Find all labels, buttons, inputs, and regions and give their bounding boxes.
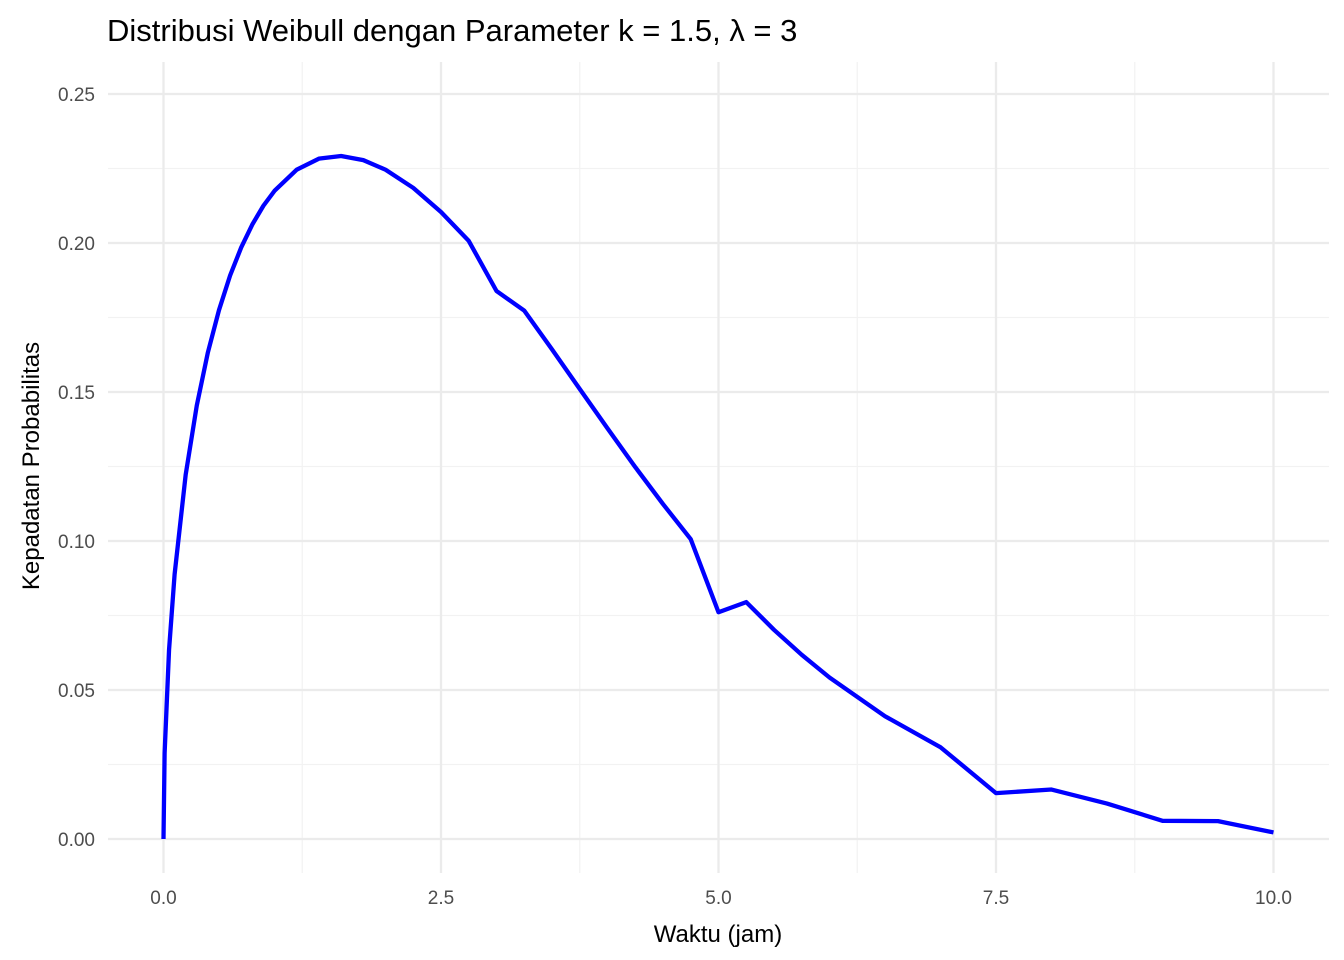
- y-tick-label: 0.20: [58, 234, 95, 255]
- y-axis-tick-labels: 0.00 0.05 0.10 0.15 0.20 0.25: [58, 85, 95, 851]
- x-axis-tick-labels: 0.0 2.5 5.0 7.5 10.0: [150, 888, 1292, 909]
- y-tick-label: 0.00: [58, 830, 95, 851]
- x-axis-title: Waktu (jam): [654, 921, 782, 948]
- density-curve: [161, 153, 1274, 840]
- x-tick-label: 2.5: [428, 888, 454, 909]
- y-tick-label: 0.05: [58, 681, 95, 702]
- x-tick-label: 5.0: [705, 888, 731, 909]
- x-tick-label: 10.0: [1255, 888, 1292, 909]
- x-tick-label: 7.5: [983, 888, 1009, 909]
- major-gridlines: [108, 62, 1329, 873]
- chart-title: Distribusi Weibull dengan Parameter k = …: [107, 13, 797, 48]
- y-axis-title: Kepadatan Probabilitas: [18, 342, 45, 590]
- y-tick-label: 0.10: [58, 532, 95, 553]
- y-tick-label: 0.25: [58, 85, 95, 106]
- y-tick-label: 0.15: [58, 383, 95, 404]
- x-tick-label: 0.0: [150, 888, 176, 909]
